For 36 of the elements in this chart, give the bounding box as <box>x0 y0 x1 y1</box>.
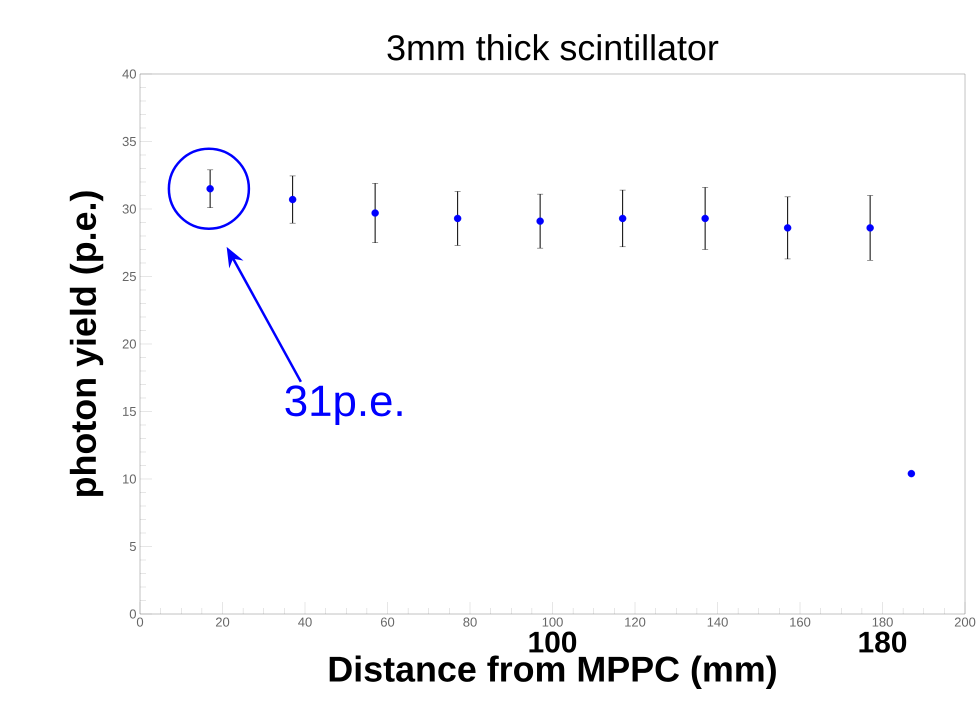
chart-title: 3mm thick scintillator <box>387 34 718 60</box>
point <box>288 196 296 204</box>
y-tick-label: 20 <box>122 339 136 349</box>
x-tick-label: 20 <box>216 618 230 627</box>
y-tick-label: 0 <box>130 609 136 619</box>
point <box>908 470 916 478</box>
x-tick-label: 140 <box>708 618 728 627</box>
point <box>371 209 379 217</box>
x-tick-label: 160 <box>790 618 810 627</box>
y-tick-label: 35 <box>122 136 136 146</box>
y-tick-label: 40 <box>122 69 136 79</box>
y-tick-label: 30 <box>122 204 136 214</box>
x-tick-label: 180 <box>872 618 893 627</box>
y-tick-label: 10 <box>123 474 136 484</box>
point <box>536 217 544 225</box>
text: 100 <box>529 632 576 653</box>
x-tick-label: 120 <box>625 618 646 627</box>
point <box>618 214 626 222</box>
point <box>701 214 709 222</box>
x-axis-title: Distance from MPPC (mm) <box>330 656 776 689</box>
y-tick-label: 5 <box>130 542 136 552</box>
x-tick-label: 60 <box>380 618 394 627</box>
y-axis-title: photon yield (p.e.) <box>70 191 104 496</box>
annotation: 31p.e. <box>285 385 402 426</box>
y-tick-label: 15 <box>123 406 136 416</box>
x-tick-label: 80 <box>463 618 477 627</box>
x-tick-label: 40 <box>298 618 312 627</box>
x-tick-label: 0 <box>136 618 144 627</box>
x-tick-label: 200 <box>954 618 976 627</box>
point <box>454 214 462 222</box>
point <box>784 224 792 232</box>
point <box>866 224 874 232</box>
x-tick-label: 100 <box>542 618 563 627</box>
point <box>206 185 214 192</box>
text: 180 <box>859 632 906 653</box>
y-tick-label: 25 <box>122 272 136 282</box>
